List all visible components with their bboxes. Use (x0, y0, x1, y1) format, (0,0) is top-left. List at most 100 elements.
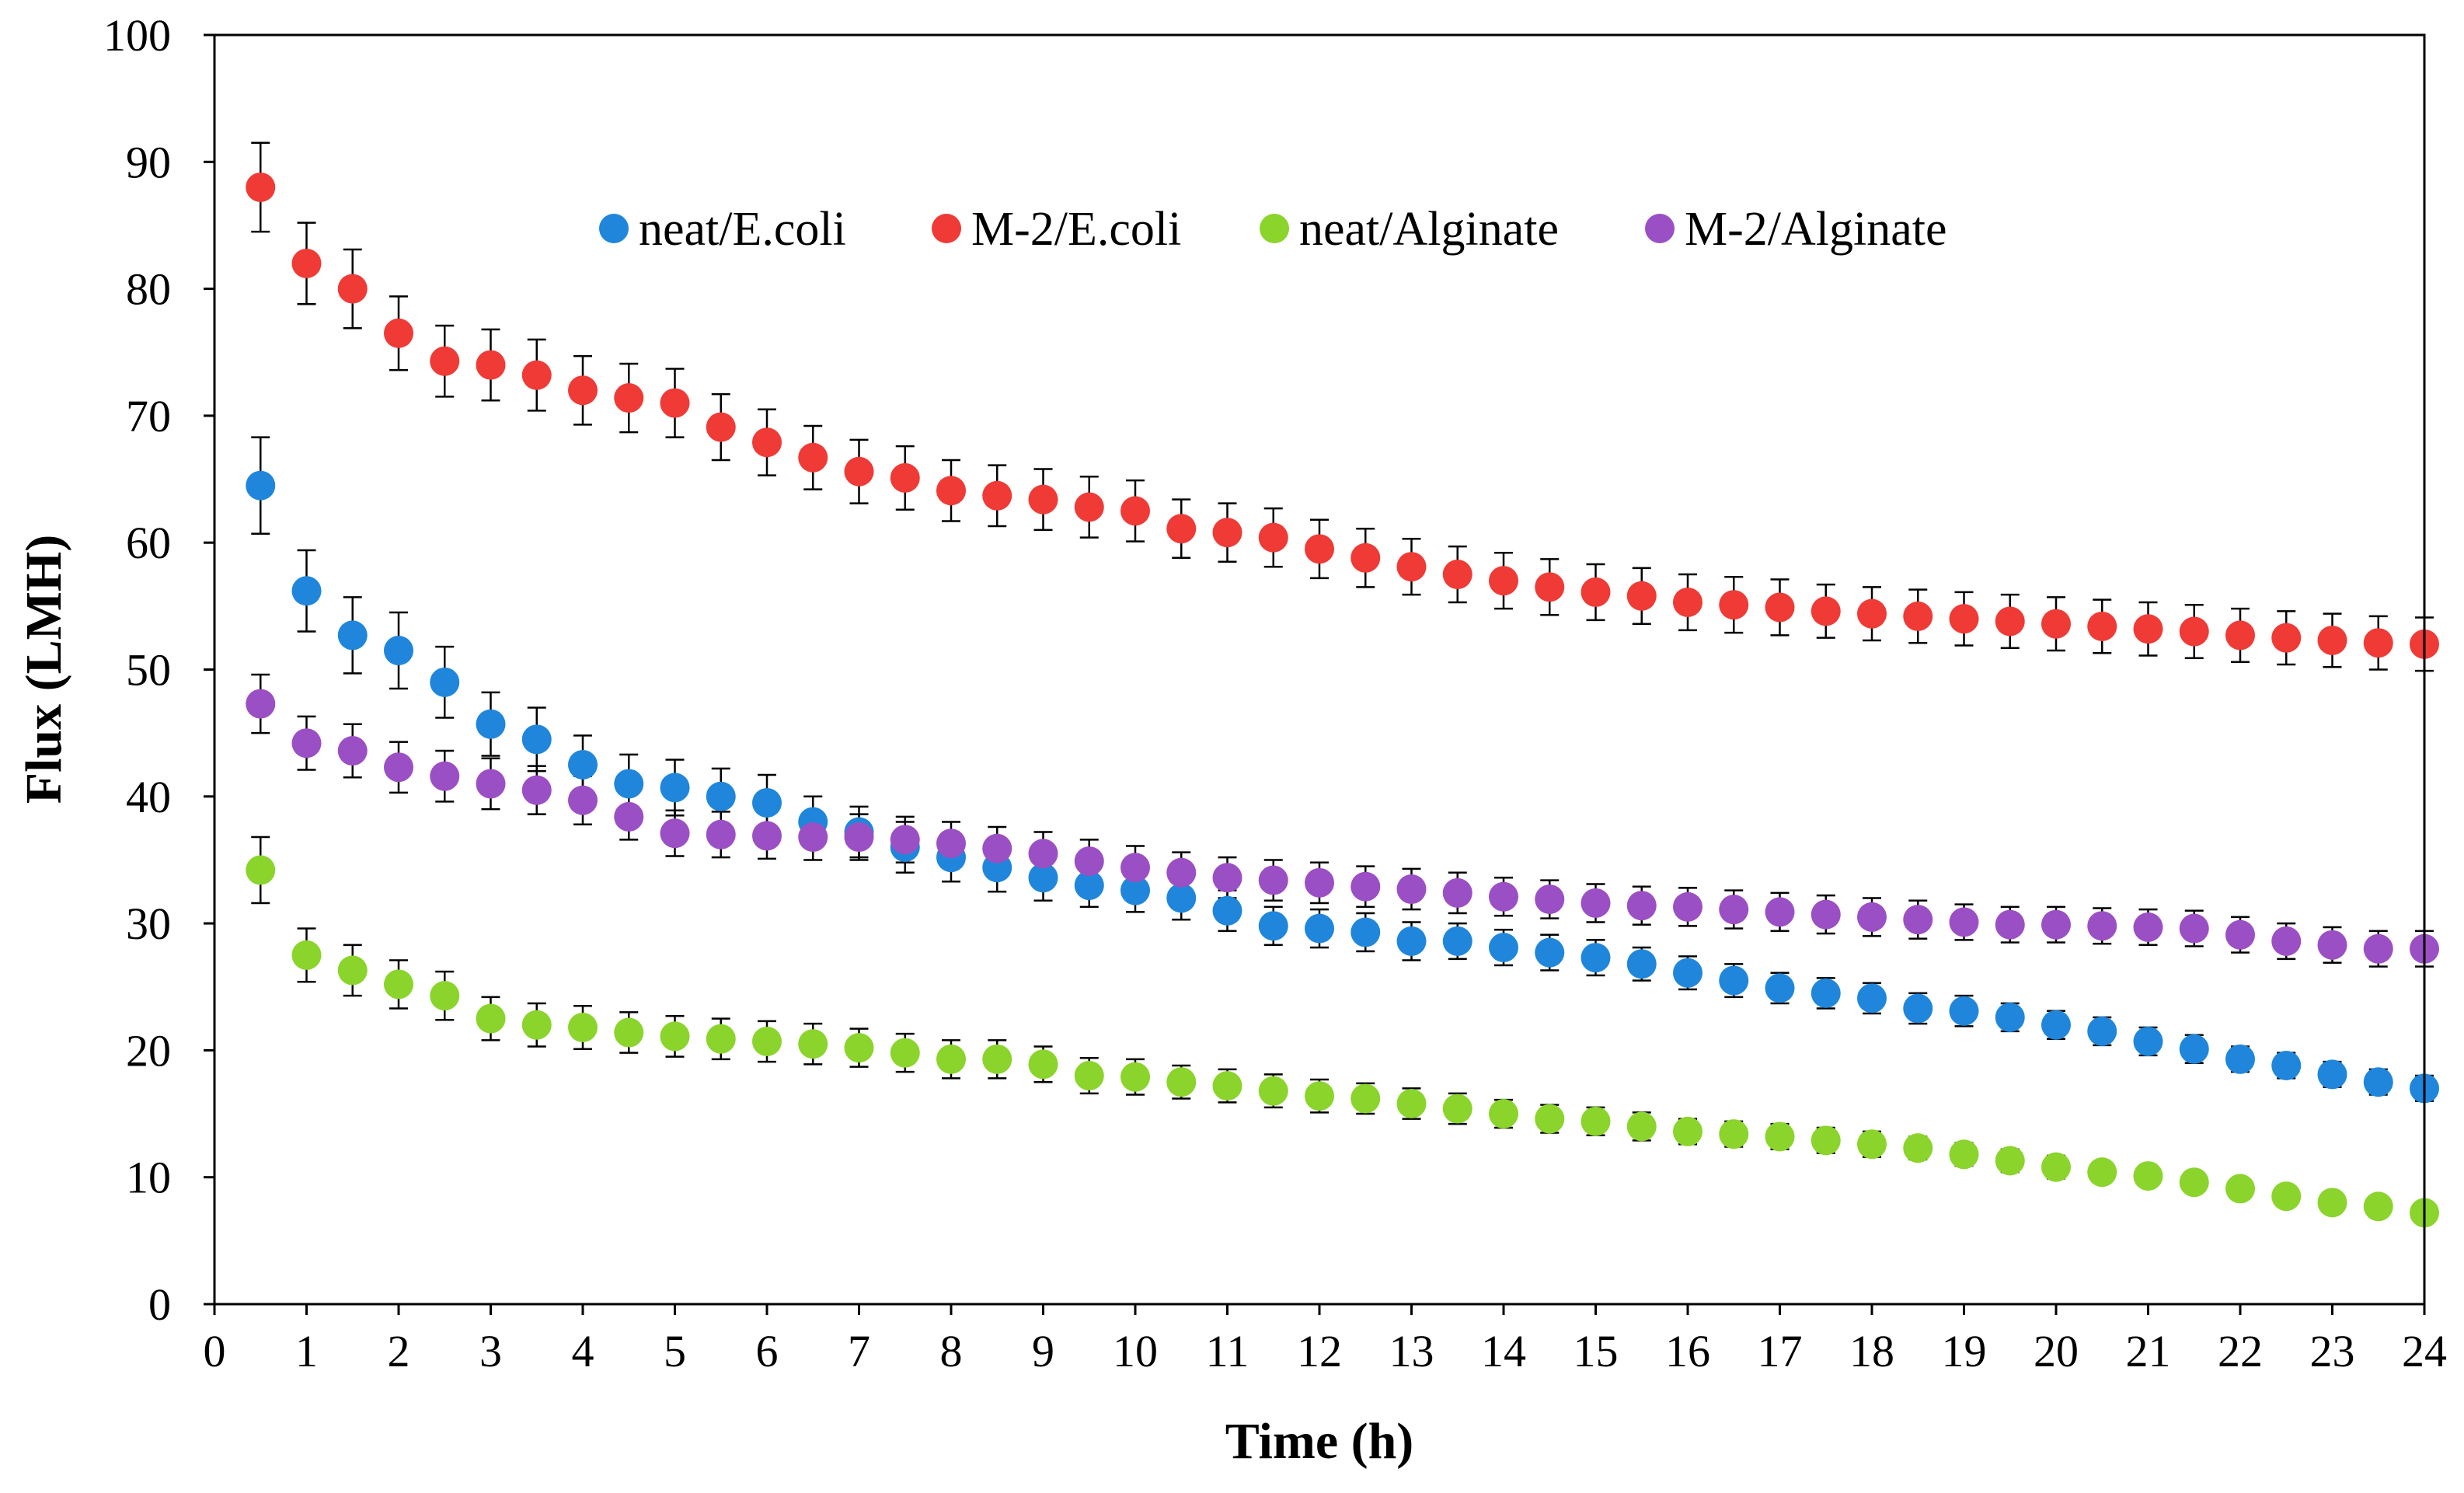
data-point-neat-e-coli (1350, 917, 1381, 947)
data-point-neat-e-coli (1857, 983, 1887, 1013)
data-point-neat-e-coli (1811, 978, 1841, 1008)
x-tick-label: 14 (1481, 1326, 1526, 1376)
data-point-m-2-alginate (2087, 911, 2117, 941)
data-point-neat-alginate (1857, 1129, 1887, 1160)
data-point-m-2-e-coli (982, 480, 1012, 511)
data-point-neat-e-coli (1949, 996, 1979, 1026)
data-point-neat-e-coli (2179, 1034, 2209, 1064)
x-tick-label: 22 (2218, 1326, 2263, 1376)
data-point-neat-alginate (1212, 1071, 1242, 1101)
x-tick-label: 7 (848, 1326, 870, 1376)
data-point-neat-e-coli (614, 769, 644, 799)
data-point-m-2-alginate (1166, 857, 1197, 888)
y-axis-title: Flux (LMH) (16, 535, 72, 804)
data-point-neat-alginate (752, 1026, 782, 1056)
data-point-neat-e-coli (1396, 926, 1427, 956)
data-point-neat-e-coli (1258, 911, 1288, 941)
x-tick-label: 17 (1758, 1326, 1803, 1376)
data-point-m-2-e-coli (1903, 601, 1933, 631)
data-point-neat-e-coli (291, 576, 322, 606)
data-point-neat-e-coli (1442, 926, 1472, 956)
data-point-m-2-alginate (1535, 884, 1565, 915)
data-point-neat-alginate (2087, 1157, 2117, 1188)
data-point-m-2-alginate (1857, 902, 1887, 932)
data-point-neat-alginate (1995, 1146, 2025, 1176)
data-point-neat-e-coli (1995, 1002, 2025, 1032)
data-point-neat-alginate (890, 1038, 920, 1068)
data-point-m-2-alginate (1350, 871, 1381, 902)
y-tick-label: 20 (126, 1025, 171, 1076)
data-point-m-2-e-coli (521, 360, 552, 390)
data-point-m-2-e-coli (2317, 625, 2347, 655)
data-point-m-2-e-coli (1811, 596, 1841, 626)
data-point-neat-alginate (337, 955, 368, 985)
y-tick-label: 60 (126, 518, 171, 568)
data-point-neat-alginate (2041, 1152, 2071, 1182)
data-point-neat-e-coli (1719, 965, 1749, 996)
data-point-m-2-alginate (1489, 881, 1518, 912)
data-point-m-2-alginate (1396, 874, 1427, 905)
data-point-m-2-alginate (614, 801, 644, 832)
data-point-neat-e-coli (430, 667, 460, 697)
y-tick-label: 40 (126, 772, 171, 822)
data-point-m-2-alginate (936, 828, 966, 859)
data-point-neat-alginate (798, 1029, 828, 1059)
data-point-m-2-alginate (246, 689, 276, 719)
data-point-neat-e-coli (2363, 1067, 2393, 1097)
x-tick-label: 19 (1942, 1326, 1987, 1376)
x-axis-title: Time (h) (1225, 1413, 1414, 1470)
data-point-m-2-e-coli (1442, 560, 1472, 590)
data-point-m-2-alginate (430, 761, 460, 791)
data-point-m-2-e-coli (476, 350, 506, 380)
data-point-neat-alginate (568, 1013, 598, 1043)
x-tick-label: 8 (940, 1326, 963, 1376)
x-tick-label: 12 (1297, 1326, 1342, 1376)
data-point-m-2-alginate (1581, 888, 1611, 918)
legend-marker-neat-e-coli (599, 214, 629, 243)
data-point-neat-alginate (476, 1003, 506, 1034)
data-point-m-2-e-coli (384, 318, 413, 348)
data-point-m-2-alginate (1673, 891, 1702, 922)
data-point-neat-alginate (1719, 1119, 1749, 1149)
data-point-neat-alginate (706, 1024, 736, 1054)
x-tick-label: 20 (2034, 1326, 2079, 1376)
y-tick-label: 90 (126, 137, 171, 187)
data-point-neat-alginate (844, 1033, 874, 1063)
data-point-neat-e-coli (1626, 949, 1657, 979)
legend-marker-m-2-alginate (1645, 214, 1675, 243)
data-point-neat-e-coli (476, 709, 506, 739)
x-tick-label: 23 (2310, 1326, 2355, 1376)
x-tick-label: 3 (479, 1326, 502, 1376)
data-point-m-2-e-coli (1719, 590, 1749, 620)
data-point-m-2-alginate (890, 825, 920, 855)
x-tick-label: 24 (2402, 1326, 2447, 1376)
y-tick-label: 0 (148, 1279, 171, 1330)
data-point-m-2-alginate (1258, 865, 1288, 895)
data-point-m-2-e-coli (660, 388, 690, 418)
data-point-neat-e-coli (2087, 1016, 2117, 1046)
x-axis-ticks: 0 1 2 3 4 5 6 7 8 9 10 11 12 13 14 15 16 17 18 19 20 21 22 23 24 (204, 1304, 2447, 1376)
data-point-neat-e-coli (1305, 913, 1334, 944)
data-point-m-2-e-coli (2087, 611, 2117, 641)
data-point-m-2-alginate (1120, 853, 1150, 883)
x-tick-label: 11 (1206, 1326, 1249, 1376)
data-point-m-2-alginate (2133, 912, 2163, 942)
data-point-neat-alginate (1535, 1104, 1565, 1134)
data-point-m-2-e-coli (1765, 592, 1795, 623)
legend-marker-neat-alginate (1260, 214, 1289, 243)
data-point-m-2-e-coli (1581, 577, 1611, 607)
data-point-m-2-e-coli (291, 248, 322, 278)
data-point-m-2-alginate (1028, 839, 1058, 869)
data-point-m-2-e-coli (1949, 604, 1979, 634)
data-point-m-2-alginate (752, 821, 782, 851)
data-point-m-2-alginate (1719, 895, 1749, 925)
data-point-neat-alginate (1442, 1094, 1472, 1124)
x-tick-label: 6 (756, 1326, 779, 1376)
data-point-m-2-e-coli (1396, 552, 1427, 582)
data-point-m-2-alginate (2225, 919, 2255, 950)
data-point-neat-e-coli (384, 636, 413, 666)
data-point-neat-e-coli (1212, 895, 1242, 926)
data-point-neat-e-coli (706, 781, 736, 811)
data-point-neat-alginate (1396, 1088, 1427, 1118)
